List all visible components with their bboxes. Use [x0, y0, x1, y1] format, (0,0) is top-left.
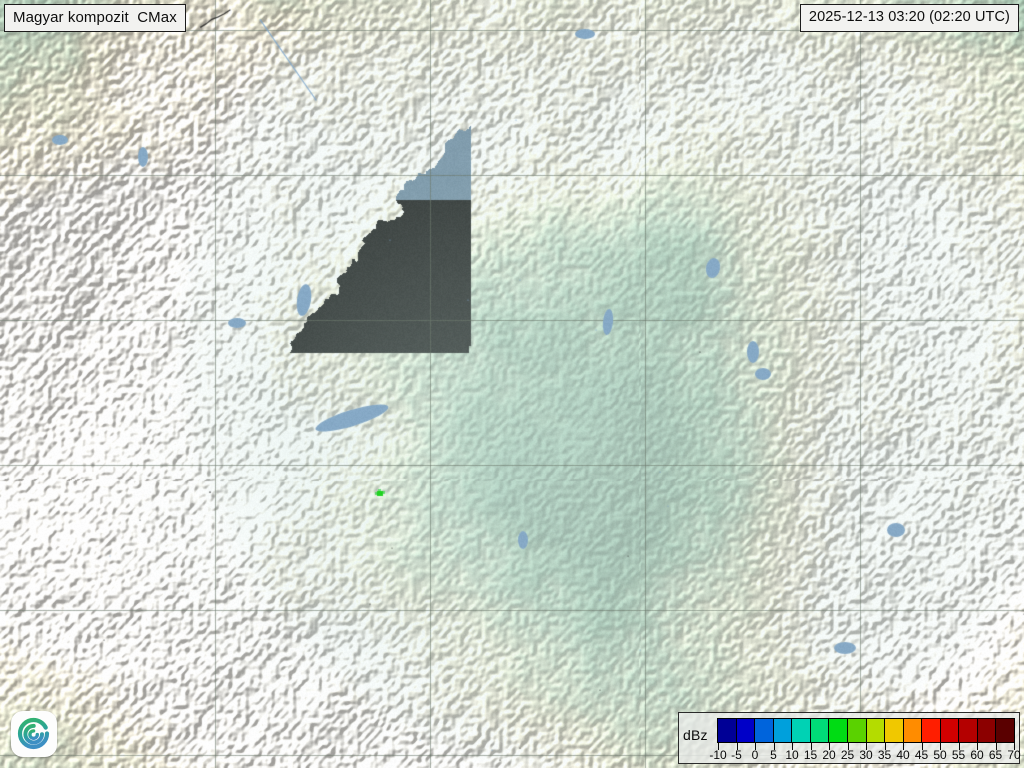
legend-swatch	[922, 719, 941, 742]
legend-swatch	[755, 719, 774, 742]
legend-swatch	[718, 719, 737, 742]
legend-swatch	[977, 719, 997, 742]
legend-tick	[921, 743, 923, 750]
legend-tick	[755, 743, 756, 750]
legend-tick	[1014, 743, 1015, 750]
legend-tick	[884, 743, 886, 750]
legend-tick-label: 20	[822, 748, 836, 762]
legend-swatch	[885, 719, 904, 742]
legend-tick-label: 50	[933, 748, 947, 762]
legend-swatch	[866, 719, 886, 742]
legend-tick-label: 65	[988, 748, 1003, 762]
legend-swatch	[810, 719, 830, 742]
legend-tick	[866, 743, 867, 750]
legend-swatch	[773, 719, 793, 742]
legend-tick-label: 30	[859, 748, 873, 762]
legend-tick	[718, 743, 719, 750]
legend-tick	[829, 743, 830, 750]
timestamp-plate: 2025-12-13 03:20 (02:20 UTC)	[799, 4, 1019, 32]
legend-swatch	[792, 719, 811, 742]
dbz-color-legend: dBz -10 -5 0 5 10 15 20 25 30 35 40 45 50 55 60 65 70	[678, 712, 1021, 764]
legend-tick	[995, 743, 997, 750]
legend-tick	[977, 743, 978, 750]
legend-unit-label: dBz	[683, 727, 708, 743]
legend-tick-label: -5	[731, 748, 742, 762]
legend-swatch	[736, 719, 756, 742]
legend-tick	[792, 743, 793, 750]
legend-tick-labels: -10 -5 0 5 10 15 20 25 30 35 40 45 50 55 60 65 70	[709, 748, 1020, 762]
legend-swatch	[829, 719, 848, 742]
legend-tick-label: -10	[709, 748, 727, 762]
legend-tick-label: 40	[896, 748, 910, 762]
legend-tick-label: 5	[770, 748, 777, 762]
legend-tick-label: 10	[785, 748, 799, 762]
legend-tick-label: 25	[840, 748, 855, 762]
legend-tick	[773, 743, 775, 750]
legend-tick	[736, 743, 738, 750]
product-title-plate: Magyar kompozit CMax	[4, 4, 186, 32]
radar-swirl-logo-icon[interactable]	[11, 711, 57, 757]
legend-tick-label: 35	[877, 748, 892, 762]
legend-tick-label: 60	[970, 748, 984, 762]
legend-tick-label: 70	[1007, 748, 1021, 762]
legend-swatch	[940, 719, 960, 742]
legend-tick-label: 15	[803, 748, 818, 762]
legend-tick-label: 55	[951, 748, 966, 762]
legend-tick	[847, 743, 849, 750]
legend-swatch	[847, 719, 867, 742]
legend-tick	[810, 743, 812, 750]
legend-tick-label: 0	[751, 748, 759, 762]
legend-swatch	[959, 719, 978, 742]
legend-tick-label: 45	[914, 748, 929, 762]
legend-tick-marks	[717, 743, 1015, 751]
legend-tick	[958, 743, 960, 750]
legend-swatch	[903, 719, 923, 742]
legend-swatch	[996, 719, 1014, 742]
legend-color-bar	[717, 718, 1015, 743]
legend-tick	[940, 743, 941, 750]
legend-tick	[903, 743, 904, 750]
